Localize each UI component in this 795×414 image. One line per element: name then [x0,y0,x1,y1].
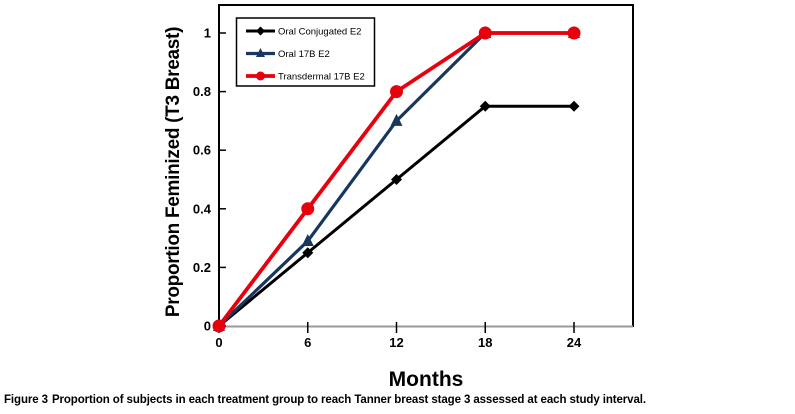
diamond-marker-icon [256,26,265,36]
triangle-marker-icon [390,113,403,126]
x-axis-title: Months [388,368,464,391]
legend-label-oral-17b-e2: Oral 17B E2 [278,49,330,60]
diamond-marker-icon [391,174,402,185]
x-tick-label: 24 [567,335,582,350]
x-tick-label: 6 [304,335,311,350]
diamond-marker-icon [302,247,314,259]
figure-caption-label: Figure 3 [4,394,48,406]
legend-label-transdermal-17b-e2: Transdermal 17B E2 [278,72,365,83]
y-tick-label: 0.4 [193,201,212,216]
figure-caption-text: Proportion of subjects in each treatment… [51,394,646,406]
circle-marker-icon [301,202,315,216]
diamond-marker-icon [479,100,491,112]
y-tick-label: 0.8 [193,84,211,99]
y-axis-title: Proportion Feminized (T3 Breast) [163,26,184,318]
triangle-marker-icon [256,48,265,57]
circle-marker-icon [390,85,403,99]
plot-frame [218,4,634,327]
diamond-marker-icon [568,100,580,112]
circle-marker-icon [478,26,492,40]
legend-label-oral-conjugated-e2: Oral Conjugated E2 [278,27,361,38]
x-tick-label: 0 [215,335,222,350]
circle-marker-icon [567,26,581,40]
y-tick-label: 0.2 [193,260,211,275]
circle-marker-icon [212,319,226,333]
y-tick-label: 0.6 [193,143,211,158]
x-tick-label: 12 [389,335,403,350]
figure-caption: Figure 3 Proportion of subjects in each t… [4,394,792,406]
y-tick-label: 1 [204,26,211,41]
circle-marker-icon [256,71,265,81]
y-tick-label: 0 [204,319,211,334]
series-line-oral-conjugated-e2 [218,104,574,328]
x-tick-label: 18 [478,335,492,350]
triangle-marker-icon [301,234,314,247]
